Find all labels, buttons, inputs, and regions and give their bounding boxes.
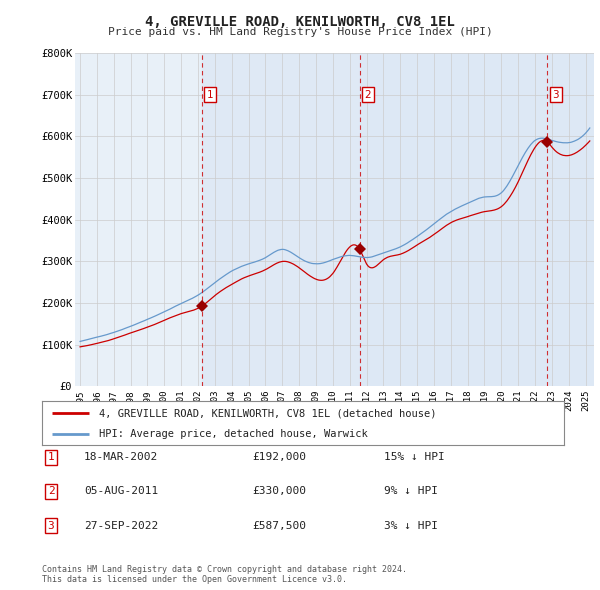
Text: 3% ↓ HPI: 3% ↓ HPI (384, 521, 438, 530)
Text: 2: 2 (47, 487, 55, 496)
Bar (547, 53, 594, 386)
Text: This data is licensed under the Open Government Licence v3.0.: This data is licensed under the Open Gov… (42, 575, 347, 584)
Text: HPI: Average price, detached house, Warwick: HPI: Average price, detached house, Warw… (100, 428, 368, 438)
Text: 2: 2 (365, 90, 371, 100)
Text: 4, GREVILLE ROAD, KENILWORTH, CV8 1EL: 4, GREVILLE ROAD, KENILWORTH, CV8 1EL (145, 15, 455, 30)
Text: £192,000: £192,000 (252, 453, 306, 462)
Bar (359, 53, 594, 386)
Bar (71, 53, 202, 386)
Text: 9% ↓ HPI: 9% ↓ HPI (384, 487, 438, 496)
Bar (202, 53, 594, 386)
Text: Contains HM Land Registry data © Crown copyright and database right 2024.: Contains HM Land Registry data © Crown c… (42, 565, 407, 574)
Text: 4, GREVILLE ROAD, KENILWORTH, CV8 1EL (detached house): 4, GREVILLE ROAD, KENILWORTH, CV8 1EL (d… (100, 408, 437, 418)
Bar (359, 53, 600, 386)
Text: Price paid vs. HM Land Registry's House Price Index (HPI): Price paid vs. HM Land Registry's House … (107, 27, 493, 37)
Bar (202, 53, 600, 386)
Bar (547, 53, 600, 386)
Text: 1: 1 (206, 90, 213, 100)
Text: 3: 3 (47, 521, 55, 530)
Text: £587,500: £587,500 (252, 521, 306, 530)
Text: 15% ↓ HPI: 15% ↓ HPI (384, 453, 445, 462)
Text: £330,000: £330,000 (252, 487, 306, 496)
Text: 27-SEP-2022: 27-SEP-2022 (84, 521, 158, 530)
Text: 1: 1 (47, 453, 55, 462)
Text: 18-MAR-2002: 18-MAR-2002 (84, 453, 158, 462)
Text: 05-AUG-2011: 05-AUG-2011 (84, 487, 158, 496)
Text: 3: 3 (553, 90, 559, 100)
